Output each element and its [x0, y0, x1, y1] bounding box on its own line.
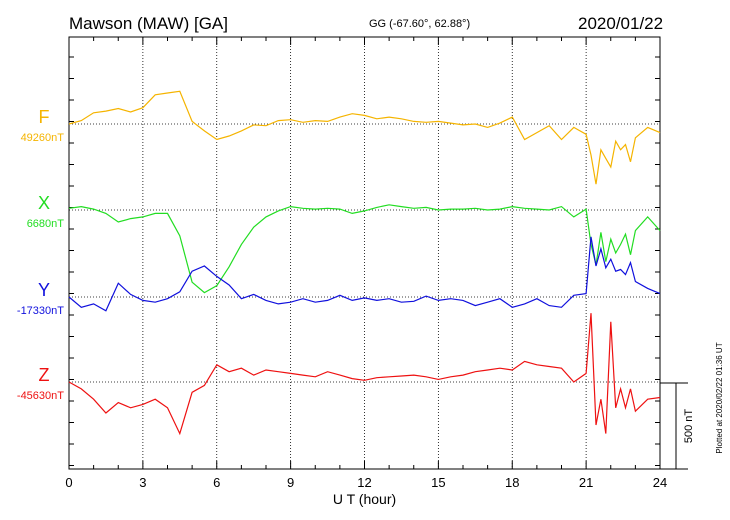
- series-line-y: [68, 236, 661, 312]
- x-tick-label: 15: [431, 475, 445, 490]
- series-name-z: Z: [39, 365, 50, 385]
- baseline-value-f: 49260nT: [21, 132, 65, 144]
- x-tick-label: 18: [505, 475, 519, 490]
- series-name-y: Y: [38, 280, 50, 300]
- series-line-z: [68, 313, 661, 436]
- x-tick-label: 21: [579, 475, 593, 490]
- baseline-value-z: -45630nT: [17, 390, 64, 402]
- x-tick-label: 12: [357, 475, 371, 490]
- series-line-x: [68, 204, 661, 294]
- series-name-x: X: [38, 193, 50, 213]
- baseline-value-x: 6680nT: [27, 218, 65, 230]
- series-name-f: F: [39, 107, 50, 127]
- scale-bar-label: 500 nT: [683, 409, 695, 444]
- x-tick-label: 3: [139, 475, 146, 490]
- series-line-f: [68, 90, 661, 185]
- x-tick-label: 6: [213, 475, 220, 490]
- coordinate-label: GG (-67.60°, 62.88°): [369, 18, 471, 30]
- x-tick-label: 24: [653, 475, 667, 490]
- station-title: Mawson (MAW) [GA]: [69, 14, 228, 33]
- date-label: 2020/01/22: [578, 14, 664, 33]
- x-tick-label: 9: [287, 475, 294, 490]
- x-axis-label: U T (hour): [333, 491, 396, 507]
- baseline-value-y: -17330nT: [17, 305, 64, 317]
- plotted-at-note: Plotted at 2020/02/22 01:36 UT: [715, 342, 724, 453]
- x-tick-label: 0: [65, 475, 72, 490]
